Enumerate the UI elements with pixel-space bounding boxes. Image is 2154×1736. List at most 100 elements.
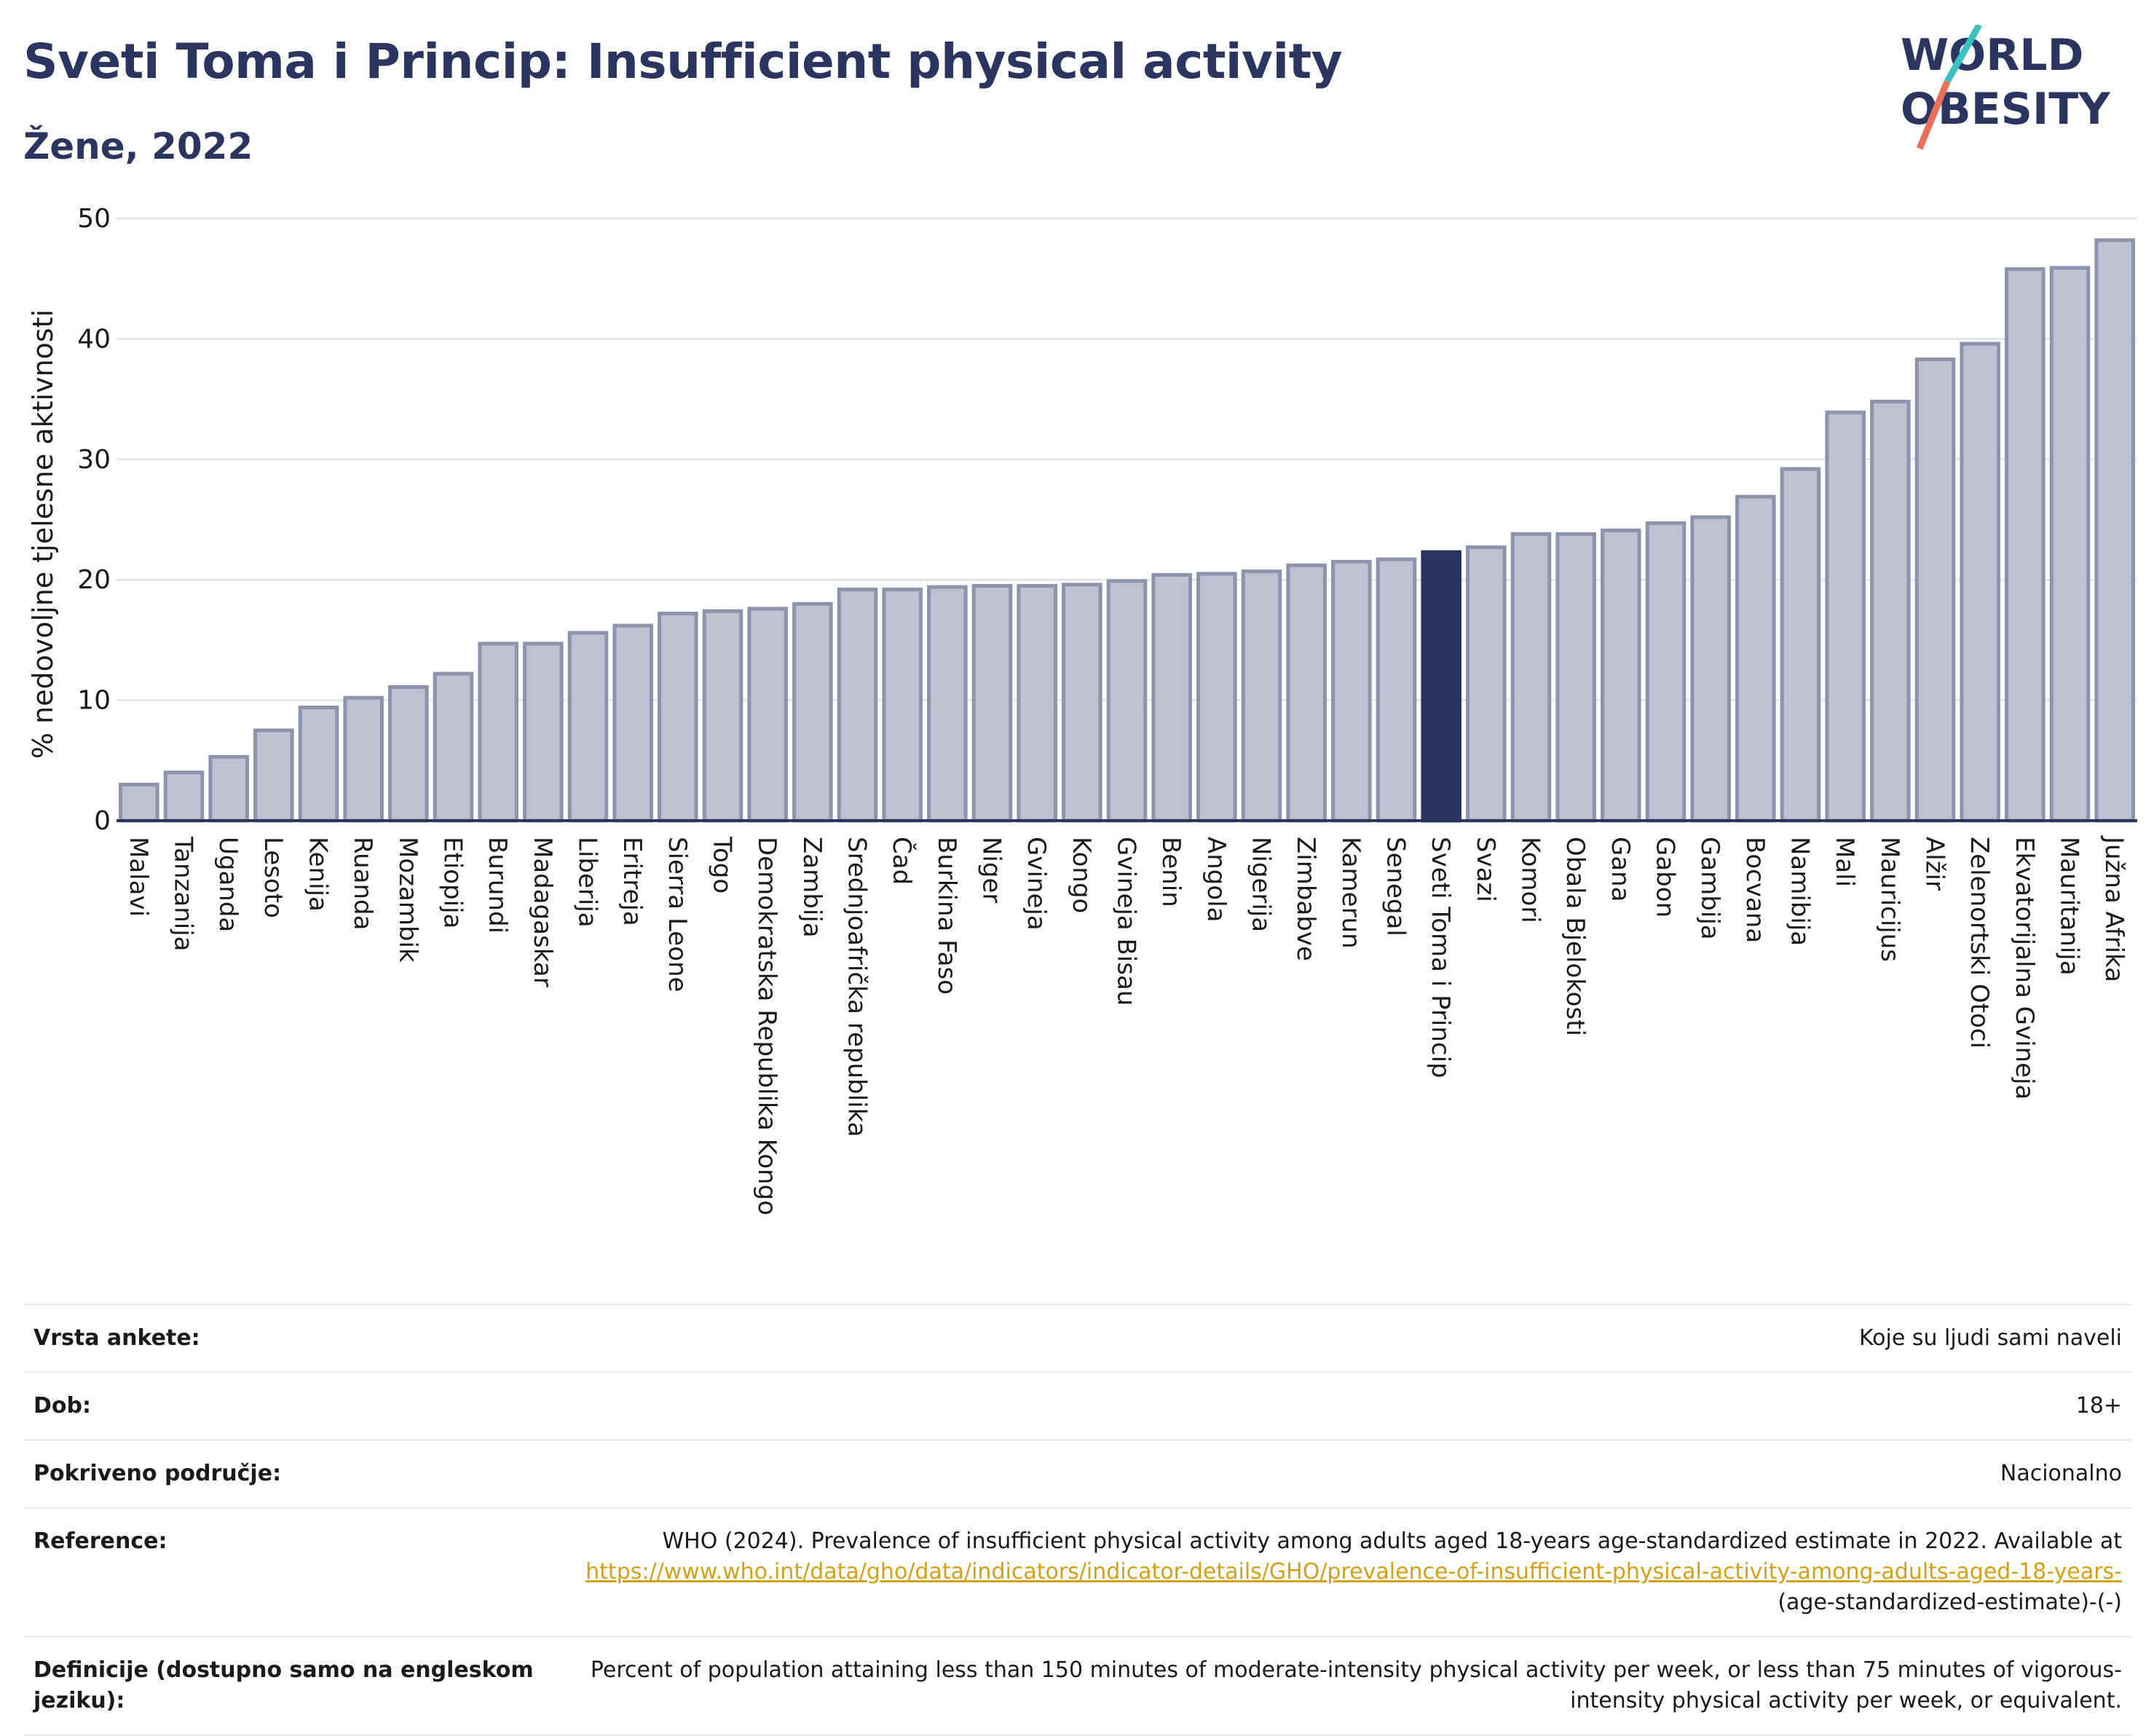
x-tick-label: Ruanda bbox=[348, 837, 377, 930]
bar bbox=[298, 706, 339, 823]
bar bbox=[1870, 399, 1911, 823]
logo-slash-top bbox=[1944, 25, 1982, 84]
bar bbox=[1645, 521, 1686, 823]
info-row-reference: Reference: WHO (2024). Prevalence of ins… bbox=[23, 1507, 2132, 1637]
y-tick-label: 30 bbox=[77, 445, 111, 475]
x-tick-label: Gana bbox=[1606, 837, 1635, 902]
bar bbox=[1914, 358, 1956, 823]
x-tick-label: Liberija bbox=[573, 837, 602, 928]
x-tick-label: Nigerija bbox=[1247, 837, 1276, 932]
x-tick-label: Čad bbox=[887, 837, 917, 885]
x-tick-label: Benin bbox=[1156, 837, 1186, 907]
x-tick-label: Angola bbox=[1202, 837, 1231, 922]
x-tick-label: Srednjoafrička republika bbox=[843, 837, 872, 1137]
bar bbox=[2094, 238, 2135, 823]
bar bbox=[163, 770, 205, 823]
x-tick-label: Zelenortski Otoci bbox=[1965, 837, 1994, 1049]
info-value: WHO (2024). Prevalence of insufficient p… bbox=[568, 1508, 2132, 1637]
bar bbox=[1601, 528, 1641, 823]
bar bbox=[2005, 267, 2045, 823]
x-tick-label: Eritreja bbox=[618, 837, 647, 926]
bar bbox=[612, 623, 653, 823]
bar bbox=[1960, 342, 2000, 823]
y-tick-label: 50 bbox=[77, 204, 111, 234]
bar-chart: 0 10 20 30 40 50 % nedovoljne tjelesne aktivno… bbox=[27, 204, 2137, 1215]
x-tick-label: Tanzanija bbox=[169, 836, 198, 951]
bar bbox=[1062, 583, 1102, 823]
bar bbox=[1151, 573, 1192, 823]
bar bbox=[747, 607, 788, 823]
x-tick-label: Kongo bbox=[1067, 837, 1096, 913]
x-tick-label: Bocvana bbox=[1740, 837, 1770, 943]
bar bbox=[1196, 572, 1237, 823]
bar bbox=[208, 754, 249, 823]
x-tick-label: Mauricijus bbox=[1875, 837, 1904, 962]
bar bbox=[1286, 563, 1327, 823]
x-tick-label: Togo bbox=[708, 836, 737, 893]
bar bbox=[971, 583, 1013, 823]
page-subtitle: Žene, 2022 bbox=[23, 125, 253, 167]
y-axis-label: % nedovoljne tjelesne aktivnosti bbox=[27, 309, 59, 759]
info-row-age: Dob: 18+ bbox=[23, 1372, 2132, 1440]
x-tick-label: Kenija bbox=[304, 837, 333, 912]
x-tick-label: Senegal bbox=[1381, 837, 1411, 936]
bar bbox=[882, 587, 923, 823]
x-tick-label: Južna Afrika bbox=[2099, 835, 2129, 982]
x-tick-label: Etiopija bbox=[438, 837, 468, 928]
x-tick-label: Uganda bbox=[213, 837, 242, 932]
y-tick-label: 0 bbox=[94, 806, 111, 836]
bar bbox=[388, 684, 429, 823]
x-tick-label: Sveti Toma i Princip bbox=[1426, 837, 1455, 1078]
x-tick-label: Komori bbox=[1516, 837, 1545, 923]
info-row-survey: Vrsta ankete: Koje su ljudi sami naveli bbox=[23, 1304, 2132, 1373]
bar bbox=[567, 631, 609, 823]
bar bbox=[1825, 410, 1866, 823]
x-tick-label: Mali bbox=[1830, 837, 1859, 887]
bar bbox=[1780, 467, 1821, 823]
bar bbox=[1376, 557, 1417, 823]
x-tick-label: Niger bbox=[977, 837, 1006, 903]
bar bbox=[478, 642, 518, 823]
info-key: Vrsta ankete: bbox=[33, 1325, 200, 1351]
x-tick-label: Sierra Leone bbox=[663, 837, 692, 992]
logo-slash-bottom bbox=[1916, 80, 1951, 150]
info-value: Koje su ljudi sami naveli bbox=[1858, 1325, 2122, 1351]
y-tick-label: 20 bbox=[77, 565, 111, 595]
y-tick-label: 40 bbox=[77, 324, 111, 354]
bar bbox=[1555, 532, 1596, 823]
info-value: 18+ bbox=[2075, 1393, 2122, 1419]
reference-link[interactable]: https://www.who.int/data/gho/data/indica… bbox=[585, 1559, 2122, 1585]
bar bbox=[927, 585, 968, 823]
info-row-coverage: Pokriveno područje: Nacionalno bbox=[23, 1440, 2132, 1508]
info-key: Dob: bbox=[33, 1393, 91, 1419]
bar bbox=[1017, 583, 1057, 823]
x-tick-label: Obala Bjelokosti bbox=[1561, 837, 1590, 1036]
x-tick-label: Gambija bbox=[1695, 837, 1724, 940]
page-title: Sveti Toma i Princip: Insufficient physi… bbox=[23, 33, 1343, 90]
x-tick-label: Gvineja bbox=[1022, 837, 1051, 931]
bar bbox=[1690, 515, 1731, 823]
bar bbox=[1466, 545, 1507, 823]
x-tick-label: Kamerun bbox=[1336, 837, 1365, 949]
x-tick-label: Gvineja Bisau bbox=[1112, 837, 1141, 1006]
bar bbox=[119, 782, 159, 823]
x-tick-label: Gabon bbox=[1651, 837, 1680, 918]
bar bbox=[1735, 494, 1776, 823]
world-obesity-logo: WORLD OBESITY bbox=[1901, 25, 2111, 150]
x-tick-label: Demokratska Republika Kongo bbox=[752, 837, 781, 1215]
info-row-definition: Definicije (dostupno samo na engleskom j… bbox=[23, 1636, 2132, 1735]
x-tick-label: Zimbabve bbox=[1291, 837, 1320, 961]
x-tick-label: Svazi bbox=[1471, 837, 1500, 902]
info-key: Pokriveno područje: bbox=[33, 1461, 282, 1486]
y-tick-label: 10 bbox=[77, 686, 111, 716]
bar bbox=[1421, 550, 1461, 823]
info-key: Definicije (dostupno samo na engleskom j… bbox=[33, 1657, 534, 1713]
x-tick-label: Alžir bbox=[1920, 837, 1949, 891]
info-value: Nacionalno bbox=[2000, 1461, 2122, 1486]
bar bbox=[658, 612, 698, 823]
bar bbox=[523, 642, 564, 823]
bar bbox=[702, 609, 743, 823]
x-tick-label: Lesoto bbox=[259, 837, 288, 918]
x-tick-label: Ekvatorijalna Gvineja bbox=[2010, 837, 2039, 1100]
reference-suffix: (age-standardized-estimate)-(-) bbox=[1778, 1590, 2122, 1615]
